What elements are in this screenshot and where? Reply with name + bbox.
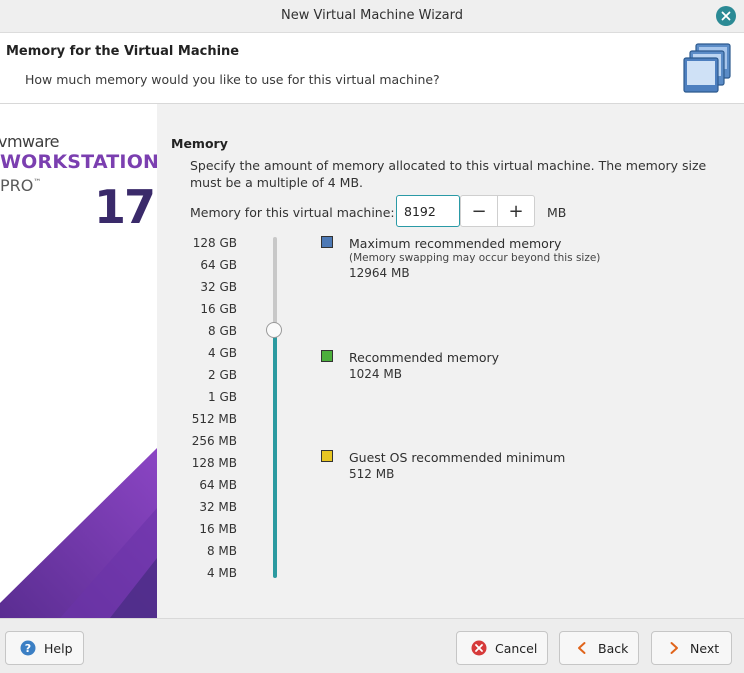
increment-button[interactable]: + [497,196,534,226]
scale-label: 256 MB [191,434,237,448]
memory-field-label: Memory for this virtual machine: [190,205,395,220]
close-icon [721,11,731,21]
chevron-left-icon [574,640,590,656]
cancel-icon [471,640,487,656]
scale-label: 128 GB [192,236,237,250]
legend-value: 12964 MB [349,266,410,280]
help-button[interactable]: ? Help [5,631,84,665]
close-button[interactable] [716,6,736,26]
product-edition: PRO™ [0,176,41,195]
page-subtitle: How much memory would you like to use fo… [25,72,440,87]
memory-description: Specify the amount of memory allocated t… [190,158,707,190]
scale-label: 32 GB [200,280,237,294]
legend-label: Recommended memory [349,350,500,365]
scale-label: 128 MB [191,456,237,470]
scale-label: 64 MB [199,478,237,492]
scale-label: 4 GB [208,346,237,360]
product-name: WORKSTATION [0,151,157,173]
cancel-label: Cancel [495,640,538,656]
page-title: Memory for the Virtual Machine [6,44,240,59]
back-button[interactable]: Back [559,631,639,665]
help-label: Help [44,640,73,656]
scale-label: 8 MB [206,544,237,558]
legend-note: (Memory swapping may occur beyond this s… [349,252,601,264]
virtual-machine-icon [683,43,731,93]
legend-label: Maximum recommended memory [349,236,562,251]
memory-panel: Memory Specify the amount of memory allo… [157,104,744,618]
scale-label: 16 MB [199,522,237,536]
scale-label: 512 MB [191,412,237,426]
title-bar: New Virtual Machine Wizard [0,0,744,33]
button-bar: ? Help Cancel Back Next [0,618,744,673]
back-label: Back [598,640,629,656]
slider-handle[interactable] [266,322,282,338]
window-title: New Virtual Machine Wizard [281,8,463,23]
max-memory-swatch [321,236,333,248]
guest-minimum-swatch [321,450,333,462]
memory-input[interactable]: 8192 [396,195,460,227]
banner-decoration [0,448,157,618]
scale-label: 2 GB [208,368,237,382]
recommended-memory-swatch [321,350,333,362]
next-button[interactable]: Next [651,631,732,665]
legend-value: 1024 MB [349,367,402,381]
trademark-symbol: ™ [33,177,42,187]
legend-label: Guest OS recommended minimum [349,450,566,465]
wizard-header: Memory for the Virtual Machine How much … [0,33,744,104]
edition-text: PRO [0,176,34,195]
scale-label: 16 GB [200,302,237,316]
help-icon: ? [20,640,36,656]
slider-track-unfilled[interactable] [273,237,277,331]
svg-text:?: ? [25,642,31,655]
legend-value: 512 MB [349,467,395,481]
memory-unit: MB [547,205,567,220]
scale-label: 32 MB [199,500,237,514]
cancel-button[interactable]: Cancel [456,631,548,665]
section-title: Memory [171,136,228,151]
slider-track-filled[interactable] [273,331,277,578]
chevron-right-icon [666,640,682,656]
scale-label: 1 GB [208,390,237,404]
product-version: 17 [94,180,156,234]
scale-label: 8 GB [208,324,237,338]
scale-label: 4 MB [206,566,237,580]
scale-label: 64 GB [200,258,237,272]
decrement-button[interactable]: − [471,200,487,222]
memory-stepper: − + [460,195,535,227]
product-banner: vmware WORKSTATION PRO™ 17 [0,104,157,618]
vendor-logo: vmware [0,132,60,151]
next-label: Next [690,640,720,656]
